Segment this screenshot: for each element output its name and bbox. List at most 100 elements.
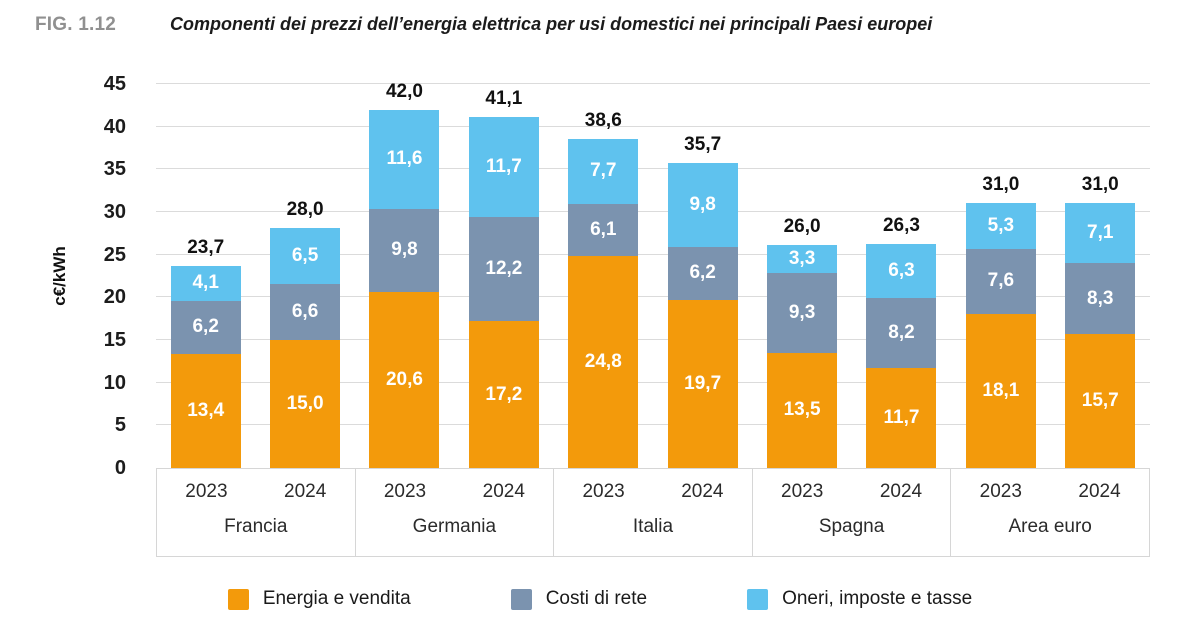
years-row-area-euro: 2023 2024 <box>951 469 1149 509</box>
segment-value-label: 7,1 <box>1087 221 1114 243</box>
segment-value-label: 6,2 <box>689 262 716 284</box>
segment-costi-di-rete: 6,2 <box>170 300 241 354</box>
segment-value-label: 3,3 <box>788 248 816 270</box>
y-tick-label-5: 5 <box>114 414 126 437</box>
year-label-francia-2023: 2023 <box>185 481 228 502</box>
segment-value-label: 11,6 <box>386 148 423 170</box>
bar-total-label: 38,6 <box>584 109 622 131</box>
segment-value-label: 4,1 <box>192 272 219 294</box>
segment-value-label: 5,3 <box>987 215 1015 237</box>
segment-value-label: 17,2 <box>485 383 523 405</box>
legend-swatch-icon-costi-di-rete <box>510 588 532 610</box>
legend-label-costi-di-rete: Costi di rete <box>545 588 648 609</box>
year-label-spagna-2024: 2024 <box>879 481 923 502</box>
segment-energia-e-vendita: 13,4 <box>170 353 241 468</box>
gridline-15 <box>156 339 1150 340</box>
figure-number: FIG. 1.12 <box>35 14 117 35</box>
segment-oneri-imposte-e-tasse: 7,1 <box>1065 202 1136 264</box>
segment-oneri-imposte-e-tasse: 3,3 <box>767 245 838 274</box>
segment-value-label: 13,5 <box>783 399 821 421</box>
bar-italia-2023: 38,6 24,8 6,1 7,7 <box>568 110 639 468</box>
y-tick-label-40: 40 <box>103 115 126 138</box>
segment-value-label: 6,2 <box>192 316 219 338</box>
years-row-francia: 2023 2024 <box>157 469 355 509</box>
bars-layer: 23,7 13,4 6,2 4,1 28,0 15,0 6,6 6,5 42,0 20,6 9,8 1… <box>156 81 1150 468</box>
segment-value-label: 9,8 <box>689 194 716 216</box>
segment-energia-e-vendita: 17,2 <box>468 321 539 468</box>
segment-value-label: 9,3 <box>788 302 816 324</box>
segment-oneri-imposte-e-tasse: 6,3 <box>866 244 937 299</box>
gridline-30 <box>156 211 1150 212</box>
segment-value-label: 7,6 <box>987 270 1015 292</box>
segment-energia-e-vendita: 13,5 <box>767 352 838 468</box>
bar-total-label: 31,0 <box>982 174 1020 196</box>
segment-value-label: 11,7 <box>485 156 522 178</box>
segment-oneri-imposte-e-tasse: 7,7 <box>568 138 639 205</box>
bar-total-label: 28,0 <box>286 199 324 221</box>
x-axis: 2023 2024 Francia 2023 2024 Germania 2023 2024 I… <box>156 468 1150 557</box>
year-label-germania-2023: 2023 <box>383 481 427 502</box>
x-axis-group-francia: 2023 2024 Francia <box>156 469 355 556</box>
legend: Energia e vendita Costi di rete Oneri, imp… <box>0 587 1200 611</box>
segment-energia-e-vendita: 18,1 <box>965 313 1036 468</box>
segment-energia-e-vendita: 11,7 <box>866 368 937 468</box>
bar-total-label: 42,0 <box>385 80 423 102</box>
segment-value-label: 6,1 <box>590 219 617 241</box>
segment-costi-di-rete: 9,3 <box>767 273 838 353</box>
y-tick-label-20: 20 <box>103 286 126 309</box>
segment-value-label: 20,6 <box>385 369 423 391</box>
plot-column: 23,7 13,4 6,2 4,1 28,0 15,0 6,6 6,5 42,0 20,6 9,8 1… <box>156 81 1150 557</box>
bar-group-area-euro: 31,0 18,1 7,6 5,3 31,0 15,7 8,3 7,1 <box>951 84 1150 468</box>
bar-area-euro-2023: 31,0 18,1 7,6 5,3 <box>965 174 1036 468</box>
year-label-germania-2024: 2024 <box>482 481 525 502</box>
segment-value-label: 12,2 <box>485 258 523 280</box>
bar-area-euro-2024: 31,0 15,7 8,3 7,1 <box>1065 174 1136 468</box>
bar-total-label: 31,0 <box>1081 173 1119 195</box>
y-tick-label-0: 0 <box>114 457 126 479</box>
bar-total-label: 41,1 <box>485 88 523 110</box>
bar-total-label: 26,3 <box>882 215 920 237</box>
gridline-25 <box>156 253 1150 255</box>
segment-energia-e-vendita: 19,7 <box>667 299 738 468</box>
segment-value-label: 7,7 <box>590 160 617 182</box>
segment-value-label: 8,2 <box>888 322 915 344</box>
legend-item-oneri-imposte-e-tasse: Oneri, imposte e tasse <box>747 587 972 611</box>
x-axis-group-italia: 2023 2024 Italia <box>553 469 752 556</box>
legend-item-costi-di-rete: Costi di rete <box>510 587 648 611</box>
y-axis: c€/kWh <box>40 84 80 468</box>
country-label-germania: Germania <box>412 516 497 537</box>
country-label-area-euro: Area euro <box>1008 516 1092 537</box>
y-axis-title: c€/kWh <box>50 246 69 306</box>
segment-value-label: 18,1 <box>982 379 1020 401</box>
segment-value-label: 6,3 <box>888 260 915 282</box>
year-label-area-euro-2023: 2023 <box>979 481 1022 502</box>
chart: c€/kWh 0 5 10 15 20 25 30 35 40 45 23,7 13,4 6,2 4,1… <box>0 73 1200 557</box>
country-label-spagna: Spagna <box>818 516 885 537</box>
segment-oneri-imposte-e-tasse: 11,7 <box>468 117 539 218</box>
bar-total-label: 35,7 <box>684 134 722 156</box>
y-tick-label-45: 45 <box>103 73 126 95</box>
gridline-35 <box>156 168 1150 170</box>
bar-spagna-2024: 26,3 11,7 8,2 6,3 <box>866 215 937 468</box>
segment-costi-di-rete: 8,3 <box>1065 263 1136 335</box>
year-label-francia-2024: 2024 <box>284 481 327 502</box>
segment-energia-e-vendita: 15,7 <box>1065 334 1136 468</box>
year-label-italia-2023: 2023 <box>582 481 625 502</box>
segment-value-label: 6,5 <box>291 244 319 266</box>
segment-value-label: 9,8 <box>391 239 418 261</box>
bar-germania-2024: 41,1 17,2 12,2 11,7 <box>468 88 539 468</box>
country-label-italia: Italia <box>632 516 674 537</box>
gridline-20 <box>156 296 1150 298</box>
segment-value-label: 19,7 <box>684 372 722 394</box>
y-tick-label-30: 30 <box>103 201 126 223</box>
legend-label-energia-e-vendita: Energia e vendita <box>262 588 411 609</box>
segment-costi-di-rete: 6,2 <box>667 247 738 300</box>
bar-total-label: 26,0 <box>783 216 821 238</box>
segment-costi-di-rete: 6,1 <box>568 204 639 257</box>
plot-area: 23,7 13,4 6,2 4,1 28,0 15,0 6,6 6,5 42,0 20,6 9,8 1… <box>156 81 1150 468</box>
segment-costi-di-rete: 12,2 <box>468 217 539 322</box>
gridline-10 <box>156 381 1150 383</box>
segment-energia-e-vendita: 15,0 <box>270 340 341 468</box>
x-axis-group-germania: 2023 2024 Germania <box>354 469 554 556</box>
